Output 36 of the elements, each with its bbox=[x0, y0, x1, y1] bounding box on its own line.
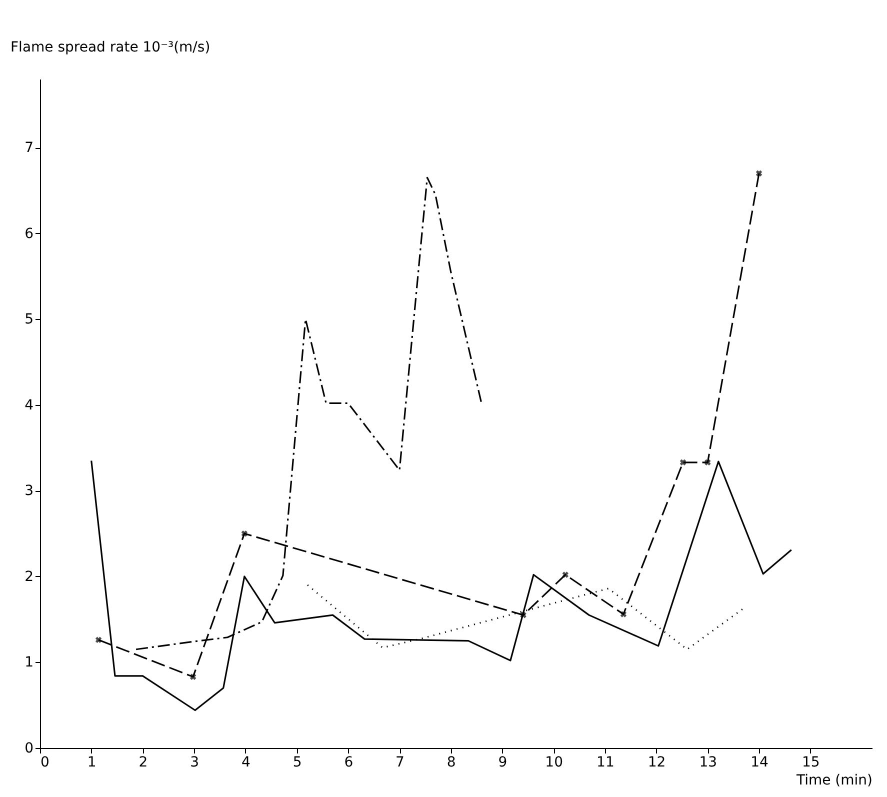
x-tick-label: 4 bbox=[241, 754, 250, 770]
x-tick-label: 10 bbox=[545, 754, 563, 770]
point bbox=[756, 170, 762, 176]
point bbox=[520, 612, 526, 618]
point bbox=[241, 530, 248, 537]
x-tick-label: 0 bbox=[40, 754, 50, 770]
point bbox=[562, 572, 569, 578]
x-tick-label: 14 bbox=[750, 754, 769, 770]
y-tick-label: 0 bbox=[24, 740, 34, 756]
x-tick-label: 12 bbox=[648, 754, 666, 770]
point bbox=[95, 636, 102, 644]
x-tick-label: 9 bbox=[498, 754, 508, 770]
point bbox=[190, 674, 196, 680]
x-tick-label: 6 bbox=[344, 754, 354, 770]
x-tick-label: 5 bbox=[292, 754, 302, 770]
x-axis-title: Time (min) bbox=[795, 772, 872, 788]
point bbox=[680, 459, 686, 466]
point bbox=[704, 459, 711, 466]
y-tick-label: 5 bbox=[24, 312, 34, 328]
y-tick-label: 6 bbox=[24, 226, 34, 242]
y-axis-title: Flame spread rate 10⁻³(m/s) bbox=[10, 40, 210, 56]
y-tick-label: 4 bbox=[24, 397, 34, 414]
y-tick-label: 1 bbox=[24, 654, 34, 671]
y-tick-label: 7 bbox=[24, 140, 34, 156]
y-tick-label: 2 bbox=[24, 568, 34, 585]
x-tick-label: 3 bbox=[190, 754, 200, 770]
x-tick-label: 15 bbox=[802, 754, 820, 770]
y-tick-label: 3 bbox=[24, 483, 34, 500]
x-tick-label: 7 bbox=[396, 754, 404, 770]
line-series bbox=[306, 584, 744, 650]
point bbox=[620, 611, 627, 618]
x-tick-label: 13 bbox=[699, 754, 718, 770]
x-tick-label: 11 bbox=[596, 754, 614, 770]
x-tick-label: 2 bbox=[138, 754, 148, 770]
x-tick-label: 1 bbox=[87, 754, 96, 770]
x-tick-label: 8 bbox=[446, 754, 456, 770]
